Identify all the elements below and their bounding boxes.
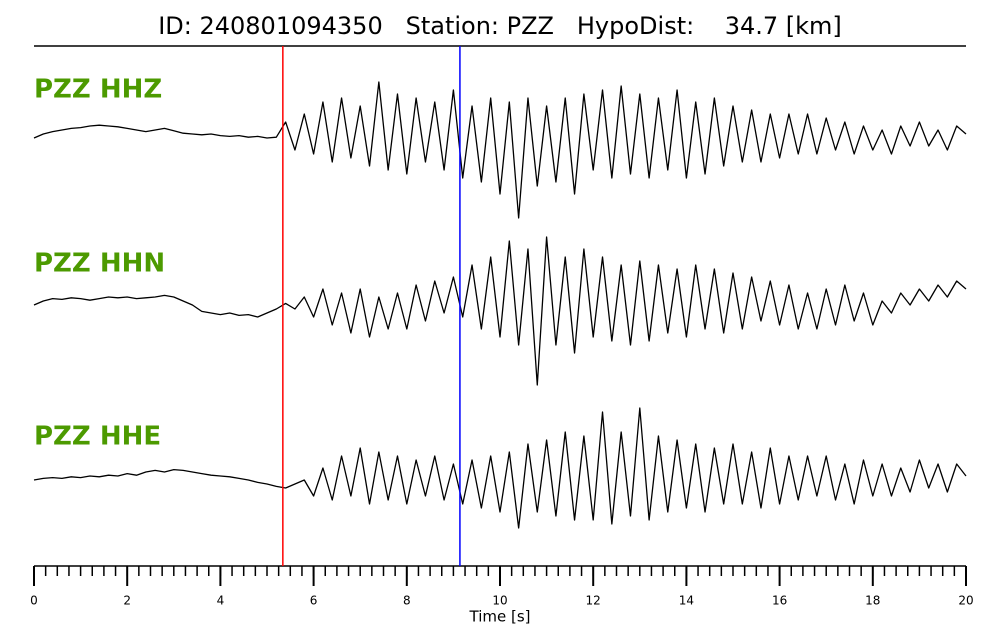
x-axis-label: Time [s] bbox=[469, 608, 531, 626]
x-tick-label: 18 bbox=[865, 594, 880, 608]
trace bbox=[33, 81, 967, 219]
trace-label: PZZ HHN bbox=[34, 249, 165, 279]
x-tick-label: 10 bbox=[492, 594, 507, 608]
x-tick-label: 8 bbox=[403, 594, 411, 608]
x-tick-label: 20 bbox=[958, 594, 973, 608]
trace-label: PZZ HHE bbox=[34, 422, 161, 452]
x-tick-label: 2 bbox=[123, 594, 131, 608]
trace bbox=[33, 407, 967, 529]
chart-title: ID: 240801094350 Station: PZZ HypoDist: … bbox=[158, 12, 842, 40]
trace bbox=[33, 236, 967, 386]
x-tick-label: 4 bbox=[217, 594, 225, 608]
x-tick-label: 0 bbox=[30, 594, 38, 608]
x-tick-label: 12 bbox=[586, 594, 601, 608]
x-tick-label: 16 bbox=[772, 594, 787, 608]
x-tick-label: 6 bbox=[310, 594, 318, 608]
trace-label: PZZ HHZ bbox=[34, 75, 162, 105]
x-tick-label: 14 bbox=[679, 594, 694, 608]
